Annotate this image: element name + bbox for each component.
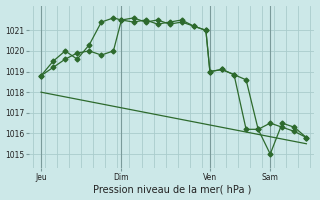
- X-axis label: Pression niveau de la mer( hPa ): Pression niveau de la mer( hPa ): [92, 184, 251, 194]
